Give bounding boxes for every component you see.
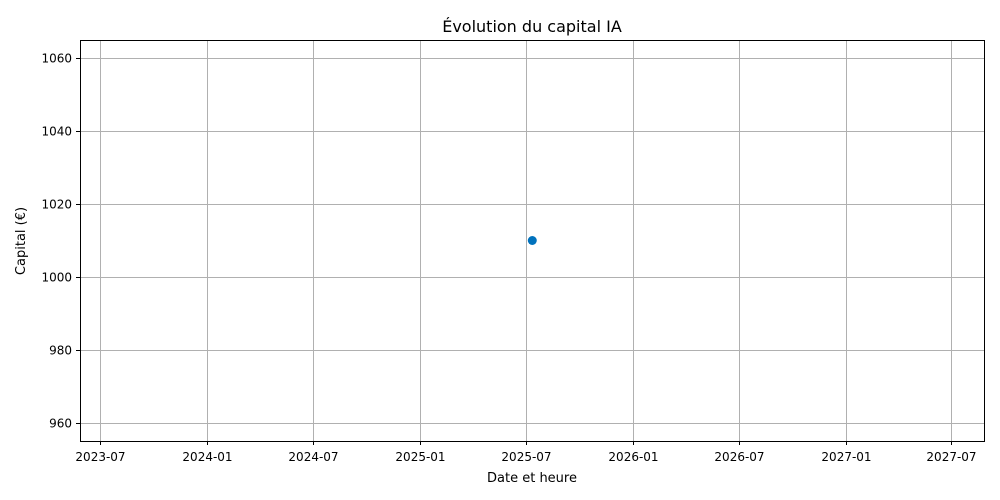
chart-title: Évolution du capital IA [442, 17, 622, 36]
x-tick-label: 2024-01 [182, 450, 232, 464]
x-tick-label: 2025-07 [501, 450, 551, 464]
grid-lines [80, 40, 984, 441]
y-tick-labels: 960 980 1000 1020 1040 1060 [41, 52, 72, 431]
x-tick-label: 2026-01 [608, 450, 658, 464]
y-axis-label: Capital (€) [14, 207, 29, 275]
x-axis-label: Date et heure [487, 471, 577, 486]
x-tick-label: 2023-07 [75, 450, 125, 464]
y-tick-label: 1040 [41, 125, 72, 139]
x-tick-label: 2024-07 [288, 450, 338, 464]
x-tick-labels: 2023-07 2024-01 2024-07 2025-01 2025-07 2026-… [75, 450, 976, 464]
plot-frame [80, 40, 985, 442]
x-tick-label: 2025-01 [395, 450, 445, 464]
y-tick-label: 1020 [41, 198, 72, 212]
y-tick-label: 960 [49, 417, 72, 431]
data-point [527, 236, 537, 245]
y-tick-label: 1060 [41, 52, 72, 66]
y-tick-label: 1000 [41, 271, 72, 285]
data-points [527, 236, 537, 245]
x-tick-label: 2027-07 [926, 450, 976, 464]
x-tick-label: 2026-07 [714, 450, 764, 464]
x-tick-label: 2027-01 [821, 450, 871, 464]
y-tick-label: 980 [49, 344, 72, 358]
